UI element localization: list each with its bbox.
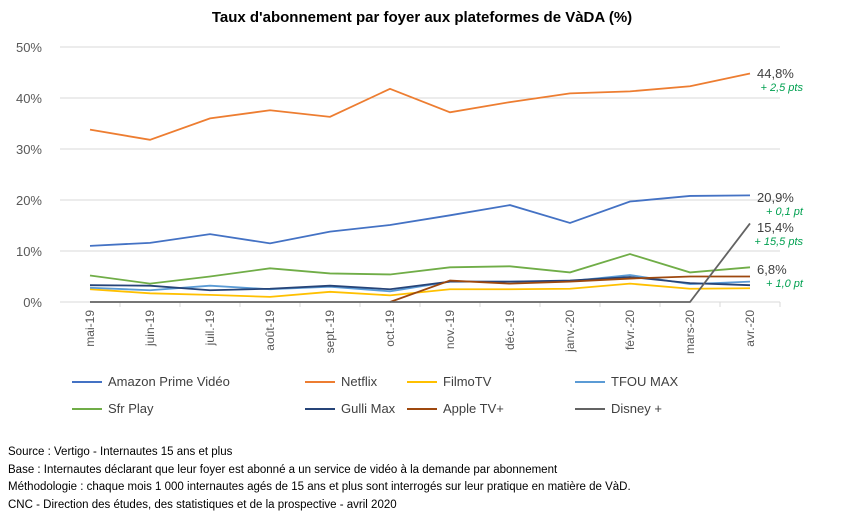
annotation-value: 15,4% <box>757 220 794 235</box>
annotation-value: 20,9% <box>757 190 794 205</box>
series-line-sfr-play <box>89 253 751 285</box>
x-tick-label: déc.-19 <box>503 310 517 350</box>
note-source: Source : Vertigo - Internautes 15 ans et… <box>8 446 233 458</box>
legend-entry: TFOU MAX <box>611 374 678 389</box>
x-tick-label: juil.-19 <box>203 310 217 347</box>
legend-entry: Amazon Prime Vidéo <box>108 374 230 389</box>
legend-entry: Apple TV+ <box>443 401 504 416</box>
legend-entry: Disney + <box>611 401 662 416</box>
chart-title: Taux d'abonnement par foyer aux platefor… <box>211 9 633 26</box>
annotation-value: 6,8% <box>757 262 787 277</box>
annotation-change: + 1,0 pt <box>766 278 804 290</box>
legend-entry: Sfr Play <box>108 401 154 416</box>
annotation-change: + 15,5 pts <box>754 236 803 248</box>
y-tick-label: 0% <box>23 295 42 310</box>
footnotes: Source : Vertigo - Internautes 15 ans et… <box>8 444 631 514</box>
y-tick-label: 40% <box>16 91 42 106</box>
annotation-change: + 2,5 pts <box>760 82 803 94</box>
x-tick-label: sept.-19 <box>323 310 337 354</box>
series-line-filmotv <box>89 282 751 298</box>
x-tick-label: nov.-19 <box>443 310 457 349</box>
x-tick-label: juin-19 <box>143 310 157 347</box>
legend-entry: FilmoTV <box>443 374 492 389</box>
series-line-disney- <box>90 222 751 303</box>
annotation-change: + 0,1 pt <box>766 206 804 218</box>
series-line-apple-tv- <box>389 275 750 303</box>
x-tick-label: mai-19 <box>83 310 97 347</box>
x-tick-label: janv.-20 <box>563 310 577 353</box>
x-tick-label: mars-20 <box>683 310 697 354</box>
y-tick-label: 50% <box>16 40 42 55</box>
y-tick-label: 20% <box>16 193 42 208</box>
line-chart: 0% 10% 20% 30% 40% 50% mai-19 juin-19 juil.-19 ao… <box>16 40 804 416</box>
note-base: Base : Internautes déclarant que leur fo… <box>8 463 558 476</box>
series-line-tfou-max <box>89 274 751 293</box>
annotation-value: 44,8% <box>757 66 794 81</box>
note-credit: CNC - Direction des études, des statisti… <box>8 498 397 511</box>
x-tick-label: févr.-20 <box>623 310 637 350</box>
series-line-amazon-prime-vid-o <box>89 194 751 247</box>
y-tick-label: 30% <box>16 142 42 157</box>
series-line-netflix <box>89 72 751 141</box>
x-tick-label: avr.-20 <box>743 310 757 347</box>
note-methodology: Méthodologie : chaque mois 1 000 interna… <box>8 481 631 493</box>
x-tick-label: août-19 <box>263 310 277 351</box>
x-tick-label: oct.-19 <box>383 310 397 347</box>
legend-entry: Gulli Max <box>341 401 396 416</box>
y-tick-label: 10% <box>16 244 42 259</box>
legend-entry: Netflix <box>341 374 378 389</box>
